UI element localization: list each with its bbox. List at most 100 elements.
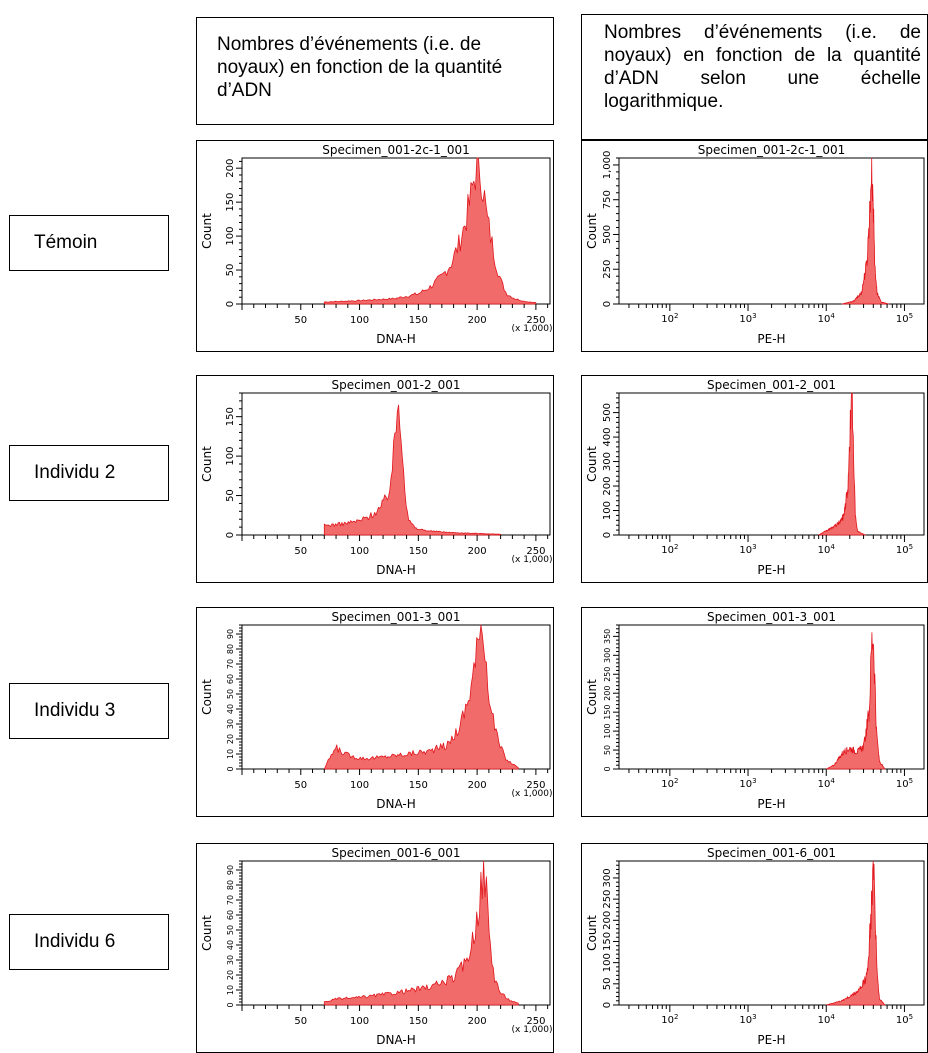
x-tick-label: 103 xyxy=(739,777,756,790)
y-tick-label: 100 xyxy=(225,447,236,466)
plot-frame xyxy=(241,624,551,770)
y-tick-label: 250 xyxy=(602,260,613,279)
y-tick-label: 90 xyxy=(226,629,235,639)
y-axis: 0 250 500 750 1,000 xyxy=(602,151,619,307)
x-axis: 102 103 104 105 xyxy=(628,535,913,556)
histogram-panel: Specimen_001-6_001 50 100 150 200 250 DNA-H (x … xyxy=(196,843,554,1053)
x-tick-label: 103 xyxy=(739,312,756,325)
chart-title: Specimen_001-3_001 xyxy=(707,610,836,624)
y-tick-label: 0 xyxy=(603,766,612,771)
histogram-series xyxy=(323,157,537,305)
plot-frame xyxy=(241,157,551,305)
histogram-panel: Specimen_001-2_001 50 100 150 200 250 DNA-H (x … xyxy=(196,375,554,583)
y-tick-label: 40 xyxy=(226,704,235,714)
y-axis-label: Count xyxy=(585,213,599,249)
y-tick-label: 0 xyxy=(226,766,235,771)
y-axis-label: Count xyxy=(200,679,214,715)
y-tick-label: 150 xyxy=(603,705,612,720)
y-tick-label: 1,000 xyxy=(602,151,613,180)
chart-title: Specimen_001-2_001 xyxy=(707,378,836,392)
x-axis: 102 103 104 105 xyxy=(628,1005,913,1026)
plot-frame xyxy=(618,392,925,536)
x-axis-label: DNA-H xyxy=(376,563,416,577)
histogram-series xyxy=(323,860,519,1006)
x-axis-label: PE-H xyxy=(757,332,785,346)
y-tick-label: 100 xyxy=(602,501,613,520)
x-axis-multiplier: (x 1,000) xyxy=(512,324,553,334)
y-tick-label: 250 xyxy=(602,890,613,909)
histogram-series xyxy=(841,157,890,305)
y-tick-label: 150 xyxy=(225,407,236,426)
chart-title: Specimen_001-2c-1_001 xyxy=(322,143,470,157)
chart-title: Specimen_001-2c-1_001 xyxy=(698,143,846,157)
x-tick-label: 102 xyxy=(661,1013,678,1026)
y-tick-label: 500 xyxy=(602,403,613,422)
x-axis-label: PE-H xyxy=(757,797,785,811)
x-tick-label: 105 xyxy=(896,312,913,325)
y-tick-label: 0 xyxy=(602,532,613,538)
y-axis-label: Count xyxy=(585,679,599,715)
y-tick-label: 300 xyxy=(602,868,613,887)
x-tick-label: 200 xyxy=(468,546,487,557)
y-axis: 0 50 100 150 200 xyxy=(225,159,242,307)
y-tick-label: 20 xyxy=(226,734,235,744)
x-tick-label: 104 xyxy=(818,1013,836,1026)
y-tick-label: 300 xyxy=(603,648,612,663)
y-tick-label: 300 xyxy=(602,452,613,471)
x-tick-label: 200 xyxy=(468,1016,487,1027)
chart-title: Specimen_001-2_001 xyxy=(332,378,461,392)
y-tick-label: 70 xyxy=(226,895,235,905)
histogram-individu-3-log: Specimen_001-3_001 102 103 104 105 PE-H 0 50 100… xyxy=(585,610,925,811)
x-axis-multiplier: (x 1,000) xyxy=(512,555,553,565)
x-tick-label: 102 xyxy=(661,312,678,325)
y-tick-label: 250 xyxy=(603,667,612,682)
y-tick-label: 350 xyxy=(603,629,612,644)
y-tick-label: 150 xyxy=(602,932,613,951)
y-tick-label: 50 xyxy=(226,689,235,699)
histogram-panel: Specimen_001-2_001 102 103 104 105 PE-H 0 100 20… xyxy=(581,375,928,583)
x-tick-label: 105 xyxy=(896,1013,913,1026)
y-axis: 0 10 20 30 40 50 60 70 80 90 xyxy=(226,860,242,1008)
y-tick-label: 0 xyxy=(602,301,613,307)
y-tick-label: 70 xyxy=(226,659,235,669)
y-tick-label: 0 xyxy=(225,532,236,538)
y-axis: 0 10 20 30 40 50 60 70 80 90 xyxy=(226,624,242,772)
y-tick-label: 80 xyxy=(226,880,235,890)
y-tick-label: 0 xyxy=(225,301,236,307)
x-tick-label: 50 xyxy=(294,1016,307,1027)
histogram-temoin-linear: Specimen_001-2c-1_001 50 100 150 200 250 DNA-H… xyxy=(200,143,553,346)
histogram-series xyxy=(825,632,886,770)
x-axis-label: PE-H xyxy=(757,563,785,577)
chart-title: Specimen_001-6_001 xyxy=(707,846,836,860)
x-tick-label: 150 xyxy=(409,546,428,557)
x-axis-label: DNA-H xyxy=(376,797,416,811)
histogram-series xyxy=(825,860,886,1006)
x-axis: 50 100 150 200 250 xyxy=(241,769,549,791)
x-tick-label: 104 xyxy=(818,543,836,556)
histogram-temoin-log: Specimen_001-2c-1_001 102 103 104 105 PE-H 0 25… xyxy=(585,143,925,346)
y-tick-label: 200 xyxy=(225,159,236,178)
x-axis: 50 100 150 200 250 xyxy=(241,304,549,326)
x-tick-label: 250 xyxy=(526,780,545,791)
x-axis: 102 103 104 105 xyxy=(628,769,913,790)
chart-title: Specimen_001-3_001 xyxy=(332,610,461,624)
y-tick-label: 750 xyxy=(602,190,613,209)
x-tick-label: 100 xyxy=(350,780,369,791)
row-label-individu-2: Individu 2 xyxy=(9,445,169,501)
x-tick-label: 150 xyxy=(409,780,428,791)
x-tick-label: 250 xyxy=(526,546,545,557)
y-tick-label: 100 xyxy=(225,227,236,246)
x-tick-label: 250 xyxy=(526,1016,545,1027)
x-axis-label: DNA-H xyxy=(376,1033,416,1047)
y-tick-label: 0 xyxy=(602,1002,613,1008)
y-tick-label: 100 xyxy=(602,953,613,972)
y-tick-label: 0 xyxy=(226,1002,235,1007)
histogram-individu-6-log: Specimen_001-6_001 102 103 104 105 PE-H 0 50 100… xyxy=(585,846,925,1047)
histogram-series xyxy=(818,392,866,536)
y-tick-label: 50 xyxy=(225,489,236,502)
x-axis: 50 100 150 200 250 xyxy=(241,1005,549,1027)
plot-frame xyxy=(618,157,925,305)
x-tick-label: 105 xyxy=(896,543,913,556)
